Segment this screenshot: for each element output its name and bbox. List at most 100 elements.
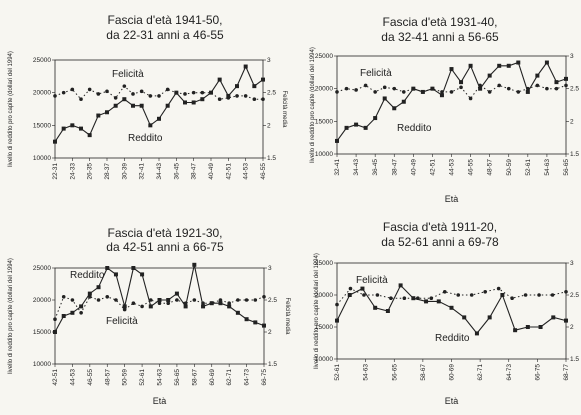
x-axis-label: Età — [445, 194, 459, 204]
point-felicità — [497, 287, 501, 291]
x-tick-label: 42-51 — [429, 159, 436, 176]
point-reddito — [97, 285, 101, 289]
y-axis-label: livello di reddito pro capite (dollari d… — [8, 51, 14, 167]
chart-subtitle: da 42-51 anni a 66-75 — [106, 240, 224, 254]
point-reddito — [488, 315, 492, 319]
y2-tick-label: 2 — [570, 324, 574, 331]
x-tick-label: 36-45 — [372, 159, 379, 176]
chart-1941-50: Fascia d'età 1941-50, da 22-31 anni a 46… — [8, 13, 287, 180]
x-axis-label: Età — [153, 396, 167, 406]
x-tick-label: 52-61 — [525, 159, 532, 176]
point-felicità — [123, 84, 127, 88]
point-reddito — [252, 84, 256, 88]
point-felicità — [166, 301, 170, 305]
point-reddito — [392, 106, 396, 110]
x-tick-label: 66-75 — [261, 369, 268, 386]
y2-tick-label: 2.5 — [570, 292, 579, 299]
point-felicità — [402, 90, 406, 94]
point-reddito — [551, 315, 555, 319]
point-felicità — [564, 84, 568, 88]
x-tick-label: 50-59 — [506, 159, 513, 176]
point-reddito — [450, 67, 454, 71]
point-reddito — [262, 324, 266, 328]
point-felicità — [53, 317, 57, 321]
point-reddito — [564, 319, 568, 323]
point-reddito — [175, 292, 179, 296]
point-reddito — [430, 87, 434, 91]
y-tick-label: 15000 — [315, 118, 333, 125]
x-tick-label: 40-49 — [208, 163, 215, 180]
series-label: Felicità — [356, 275, 388, 286]
point-felicità — [105, 90, 109, 94]
series-label: Felicità — [360, 68, 392, 79]
point-felicità — [192, 91, 196, 95]
point-reddito — [411, 87, 415, 91]
y2-tick-label: 1.5 — [570, 356, 579, 363]
point-reddito — [526, 325, 530, 329]
point-reddito — [402, 100, 406, 104]
point-reddito — [539, 325, 543, 329]
point-reddito — [200, 97, 204, 101]
point-felicità — [131, 92, 135, 96]
point-felicità — [149, 94, 153, 98]
y2-tick-label: 3 — [570, 260, 574, 267]
series-label: Felicità — [106, 316, 138, 327]
point-felicità — [166, 88, 170, 92]
point-felicità — [349, 287, 353, 291]
x-tick-label: 46-55 — [87, 369, 94, 386]
point-felicità — [364, 84, 368, 88]
point-reddito — [244, 65, 248, 69]
y-tick-label: 10000 — [33, 155, 51, 162]
point-felicità — [376, 293, 380, 297]
y2-tick-label: 3 — [570, 53, 574, 60]
x-tick-label: 62-71 — [477, 364, 484, 381]
point-felicità — [184, 301, 188, 305]
y2-tick-label: 2 — [268, 329, 272, 336]
y2-tick-label: 1.5 — [267, 155, 276, 162]
point-felicità — [551, 293, 555, 297]
point-reddito — [192, 263, 196, 267]
point-reddito — [462, 315, 466, 319]
y-tick-label: 20000 — [33, 90, 51, 97]
x-tick-label: 26-35 — [87, 163, 94, 180]
point-felicità — [79, 97, 83, 101]
point-felicità — [262, 295, 266, 299]
x-tick-label: 60-69 — [209, 369, 216, 386]
point-reddito — [70, 123, 74, 127]
point-reddito — [399, 283, 403, 287]
point-felicità — [88, 88, 92, 92]
y-axis-label: livello di reddito pro capite (dollari d… — [8, 258, 14, 374]
point-felicità — [97, 298, 101, 302]
point-felicità — [201, 301, 205, 305]
point-reddito — [62, 127, 66, 131]
y-tick-label: 10000 — [33, 361, 51, 368]
point-felicità — [545, 87, 549, 91]
point-reddito — [123, 304, 127, 308]
point-reddito — [421, 90, 425, 94]
point-felicità — [456, 293, 460, 297]
point-reddito — [488, 74, 492, 78]
x-tick-label: 48-57 — [487, 159, 494, 176]
chart-subtitle: da 22-31 anni a 46-55 — [106, 28, 224, 42]
point-reddito — [507, 64, 511, 68]
point-felicità — [483, 290, 487, 294]
x-tick-label: 32-41 — [139, 163, 146, 180]
point-reddito — [516, 61, 520, 65]
y-axis-label: livello di reddito pro capite (dollari d… — [310, 47, 316, 163]
point-reddito — [554, 80, 558, 84]
series-label: Reddito — [70, 270, 105, 281]
point-reddito — [261, 78, 265, 82]
point-felicità — [253, 298, 257, 302]
x-tick-label: 22-31 — [52, 163, 59, 180]
point-felicità — [158, 301, 162, 305]
point-reddito — [79, 127, 83, 131]
chart-1921-30: Fascia d'età 1921-30, da 42-51 anni a 66… — [8, 226, 290, 406]
point-felicità — [218, 97, 222, 101]
point-felicità — [443, 290, 447, 294]
point-reddito — [114, 104, 118, 108]
point-reddito — [364, 126, 368, 130]
point-felicità — [193, 298, 197, 302]
point-reddito — [245, 317, 249, 321]
y-tick-label: 25000 — [33, 265, 51, 272]
